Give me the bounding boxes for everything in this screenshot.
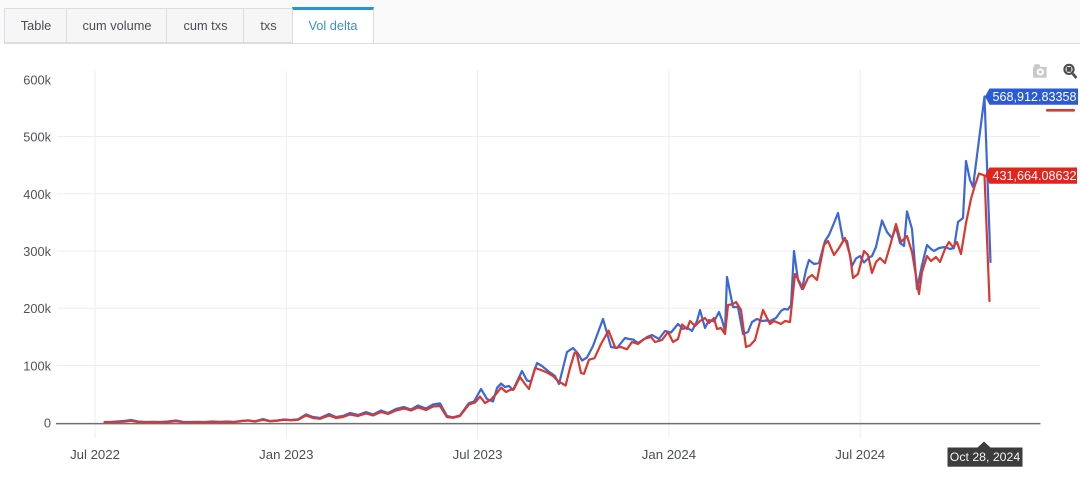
svg-text:100k: 100k — [23, 358, 51, 373]
svg-text:600k: 600k — [23, 72, 51, 87]
svg-text:Jul 2024: Jul 2024 — [835, 447, 885, 462]
svg-text:400k: 400k — [23, 187, 51, 202]
svg-text:Oct 28, 2024: Oct 28, 2024 — [950, 450, 1021, 464]
svg-text:200k: 200k — [23, 301, 51, 316]
svg-text:Jan 2024: Jan 2024 — [642, 447, 696, 462]
svg-text:Jul 2023: Jul 2023 — [453, 447, 503, 462]
svg-text:431,664.08632: 431,664.08632 — [993, 169, 1077, 183]
svg-text:0: 0 — [44, 416, 51, 431]
svg-text:568,912.83358: 568,912.83358 — [993, 90, 1077, 104]
svg-text:300k: 300k — [23, 244, 51, 259]
svg-text:Jul 2022: Jul 2022 — [70, 447, 120, 462]
svg-text:Jan 2023: Jan 2023 — [259, 447, 313, 462]
svg-text:500k: 500k — [23, 130, 51, 145]
